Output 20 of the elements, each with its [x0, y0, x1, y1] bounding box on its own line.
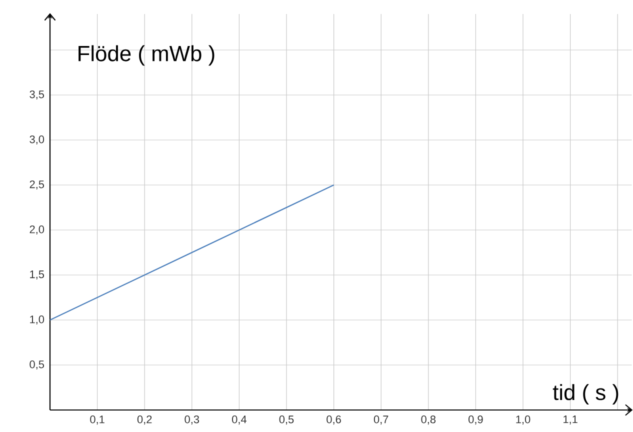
x-tick-label: 0,1: [90, 416, 104, 425]
y-tick-label: 3,0: [30, 135, 44, 145]
y-tick-label: 3,5: [30, 90, 44, 100]
x-tick-label: 0,9: [468, 416, 483, 425]
y-axis-title: Flöde ( mWb ): [78, 45, 214, 66]
y-tick-label: 2,5: [30, 180, 44, 190]
x-tick-label: 0,5: [279, 416, 294, 425]
x-tick-label: 0,4: [232, 416, 246, 425]
x-tick-label: 0,2: [137, 416, 152, 425]
x-tick-label: 0,8: [421, 416, 436, 425]
y-tick-label: 1,5: [30, 270, 44, 280]
x-tick-label: 1,1: [564, 416, 578, 424]
y-tick-label: 2,0: [30, 225, 44, 235]
x-axis-title: tid ( s ): [552, 384, 618, 404]
y-tick-label: 1,0: [30, 315, 44, 325]
x-tick-label: 0,3: [184, 416, 200, 425]
x-tick-label: 1,0: [516, 416, 530, 425]
x-tick-label: 0,6: [326, 416, 341, 425]
y-tick-label: 0,5: [30, 360, 44, 370]
x-tick-label: 0,7: [374, 416, 388, 425]
